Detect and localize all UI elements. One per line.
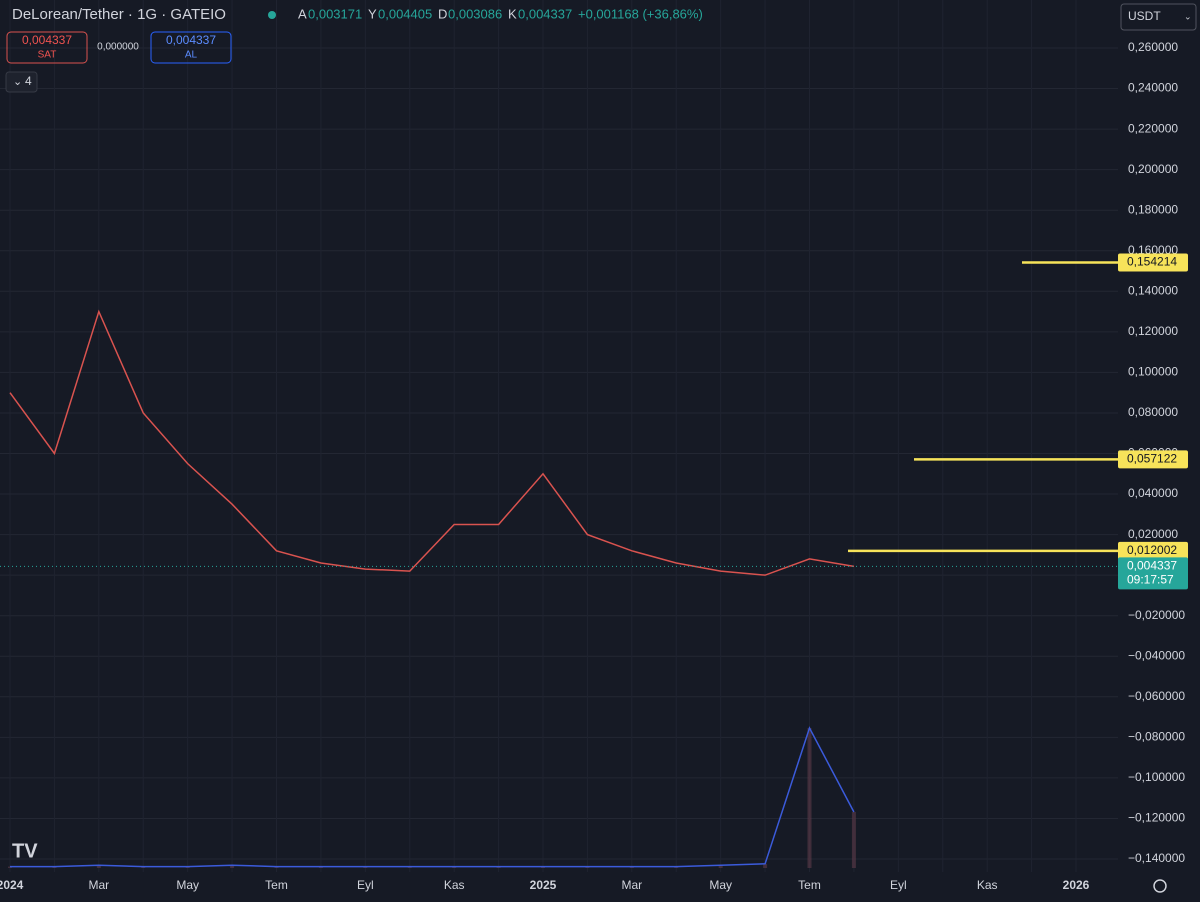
level-tag — [1118, 253, 1188, 272]
x-tick-label: Eyl — [357, 878, 374, 892]
ohlc-value: 0,004337 — [518, 6, 572, 21]
y-tick-label: 0,080000 — [1128, 405, 1178, 419]
x-tick-label: Mar — [88, 878, 109, 892]
sell-price: 0,004337 — [22, 33, 72, 47]
countdown: 09:17:57 — [1127, 573, 1174, 587]
x-tick-label: Tem — [798, 878, 821, 892]
ohlc-value: 0,003086 — [448, 6, 502, 21]
x-tick-label: May — [176, 878, 199, 892]
x-tick-label: Kas — [444, 878, 465, 892]
y-tick-label: −0,080000 — [1128, 730, 1185, 744]
y-tick-label: −0,060000 — [1128, 689, 1185, 703]
status-dot — [268, 11, 276, 19]
ohlc-key: D — [438, 6, 447, 21]
x-tick-label: 2025 — [530, 878, 557, 892]
y-tick-label: 0,160000 — [1128, 243, 1178, 257]
level-label: 0,057122 — [1127, 452, 1177, 466]
x-tick-label: Mar — [621, 878, 642, 892]
spread: 0,000000 — [97, 42, 139, 53]
x-tick-label: Kas — [977, 878, 998, 892]
volume-ma — [10, 726, 855, 868]
currency-select[interactable] — [1120, 3, 1197, 31]
ohlc-key: K — [508, 6, 517, 21]
y-tick-label: 0,220000 — [1128, 121, 1178, 135]
chevron: ⌄ — [13, 76, 22, 88]
indicator-toggle[interactable] — [5, 71, 38, 93]
level-tag — [1118, 541, 1188, 560]
volume-bar — [718, 865, 723, 868]
level-label: 0,012002 — [1127, 543, 1177, 557]
y-tick-label: −0,140000 — [1128, 851, 1185, 865]
buy-button[interactable] — [150, 31, 232, 64]
logo: TV — [12, 840, 38, 862]
ohlc-value: 0,004405 — [378, 6, 432, 21]
buy-price: 0,004337 — [166, 33, 216, 47]
y-tick-label: 0,180000 — [1128, 202, 1178, 216]
x-tick-label: 2024 — [0, 878, 24, 892]
volume-bar — [763, 863, 768, 868]
y-tick-label: 0,240000 — [1128, 81, 1178, 95]
settings-icon[interactable] — [1153, 879, 1167, 893]
price-line — [9, 309, 855, 576]
x-tick-label: May — [709, 878, 732, 892]
y-tick-label: 0,140000 — [1128, 283, 1178, 297]
x-tick-label: Tem — [265, 878, 288, 892]
indicator-count: 4 — [25, 74, 32, 88]
level-tag — [1118, 450, 1188, 469]
volume-bar — [851, 812, 856, 868]
currency: USDT — [1128, 9, 1161, 23]
y-tick-label: 0,260000 — [1128, 40, 1178, 54]
y-tick-label: −0,120000 — [1128, 811, 1185, 825]
volume-bar — [96, 865, 101, 868]
ohlc-value: 0,003171 — [308, 6, 362, 21]
x-tick-label: 2026 — [1063, 878, 1090, 892]
y-tick-label: 0,020000 — [1128, 527, 1178, 541]
ohlc-key: A — [298, 6, 307, 21]
y-tick-label: −0,100000 — [1128, 770, 1185, 784]
y-tick-label: 0,100000 — [1128, 365, 1178, 379]
sell-label: SAT — [38, 50, 57, 61]
x-tick-label: Eyl — [890, 878, 907, 892]
buy-label: AL — [185, 50, 198, 61]
last-price-label: 0,004337 — [1127, 559, 1177, 573]
y-tick-label: 0,040000 — [1128, 486, 1178, 500]
ohlc-key: Y — [368, 6, 377, 21]
symbol: DeLorean/Tether · 1G · GATEIO — [12, 6, 226, 23]
change: +0,001168 (+36,86%) — [578, 6, 703, 21]
chevron: ⌄ — [1184, 11, 1192, 21]
y-tick-label: −0,040000 — [1128, 648, 1185, 662]
y-tick-label: −0,020000 — [1128, 608, 1185, 622]
level-label: 0,154214 — [1127, 255, 1177, 269]
y-tick-label: 0,200000 — [1128, 162, 1178, 176]
sell-button[interactable] — [6, 31, 88, 64]
y-tick-label: 0,120000 — [1128, 324, 1178, 338]
header: DeLorean/Tether · 1G · GATEIO A 0,003171 Y… — [5, 3, 1197, 893]
last-price-tag — [1118, 557, 1188, 590]
volume-bar — [230, 865, 235, 868]
volume-bar — [807, 728, 812, 868]
